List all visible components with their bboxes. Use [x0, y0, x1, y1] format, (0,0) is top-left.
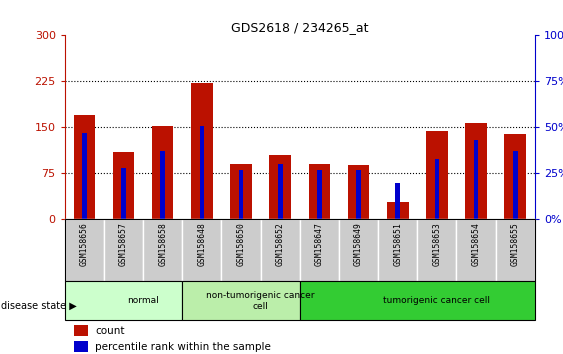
Bar: [387, 202, 409, 219]
FancyBboxPatch shape: [221, 219, 261, 281]
Bar: [278, 164, 283, 219]
Text: GSM158653: GSM158653: [432, 223, 441, 267]
Bar: [74, 341, 88, 353]
Text: count: count: [95, 326, 125, 336]
Text: tumorigenic cancer cell: tumorigenic cancer cell: [383, 296, 490, 306]
FancyBboxPatch shape: [182, 219, 221, 281]
Bar: [309, 164, 330, 219]
FancyBboxPatch shape: [457, 219, 495, 281]
Text: percentile rank within the sample: percentile rank within the sample: [95, 342, 271, 352]
Bar: [74, 115, 95, 219]
FancyBboxPatch shape: [300, 219, 339, 281]
Text: GSM158651: GSM158651: [393, 223, 402, 267]
FancyBboxPatch shape: [300, 281, 535, 320]
Bar: [356, 170, 361, 219]
Bar: [113, 152, 135, 219]
FancyBboxPatch shape: [417, 219, 457, 281]
Text: normal: normal: [127, 296, 159, 306]
Bar: [191, 82, 213, 219]
Bar: [513, 152, 517, 219]
Text: GSM158647: GSM158647: [315, 223, 324, 267]
Bar: [152, 126, 173, 219]
Title: GDS2618 / 234265_at: GDS2618 / 234265_at: [231, 21, 369, 34]
Bar: [270, 155, 291, 219]
Bar: [317, 170, 321, 219]
Bar: [82, 133, 87, 219]
Text: GSM158658: GSM158658: [158, 223, 167, 267]
Text: GSM158654: GSM158654: [472, 223, 481, 267]
Bar: [426, 131, 448, 219]
Text: GSM158657: GSM158657: [119, 223, 128, 267]
Text: GSM158652: GSM158652: [276, 223, 285, 267]
Bar: [465, 122, 487, 219]
Text: GSM158650: GSM158650: [236, 223, 245, 267]
FancyBboxPatch shape: [261, 219, 300, 281]
FancyBboxPatch shape: [495, 219, 535, 281]
FancyBboxPatch shape: [65, 281, 182, 320]
Bar: [74, 325, 88, 336]
Bar: [160, 152, 165, 219]
FancyBboxPatch shape: [65, 219, 104, 281]
Text: GSM158648: GSM158648: [198, 223, 207, 267]
Bar: [199, 126, 204, 219]
Bar: [239, 170, 243, 219]
Text: GSM158655: GSM158655: [511, 223, 520, 267]
Bar: [395, 183, 400, 219]
FancyBboxPatch shape: [143, 219, 182, 281]
Text: GSM158649: GSM158649: [354, 223, 363, 267]
Bar: [504, 133, 526, 219]
Bar: [121, 168, 126, 219]
FancyBboxPatch shape: [339, 219, 378, 281]
FancyBboxPatch shape: [182, 281, 300, 320]
Text: GSM158656: GSM158656: [80, 223, 89, 267]
Bar: [473, 140, 479, 219]
Bar: [348, 165, 369, 219]
Text: non-tumorigenic cancer
cell: non-tumorigenic cancer cell: [207, 291, 315, 310]
FancyBboxPatch shape: [104, 219, 143, 281]
Bar: [230, 164, 252, 219]
Text: disease state ▶: disease state ▶: [1, 301, 77, 311]
FancyBboxPatch shape: [378, 219, 417, 281]
Bar: [435, 159, 439, 219]
